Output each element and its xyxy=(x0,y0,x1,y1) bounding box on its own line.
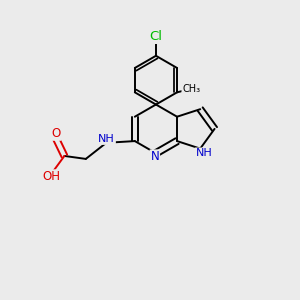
Text: CH₃: CH₃ xyxy=(182,84,200,94)
Text: Cl: Cl xyxy=(149,30,162,43)
Text: NH: NH xyxy=(195,148,212,158)
Text: N: N xyxy=(150,150,159,163)
Text: NH: NH xyxy=(98,134,115,144)
Text: O: O xyxy=(51,127,61,140)
Text: OH: OH xyxy=(43,170,61,183)
